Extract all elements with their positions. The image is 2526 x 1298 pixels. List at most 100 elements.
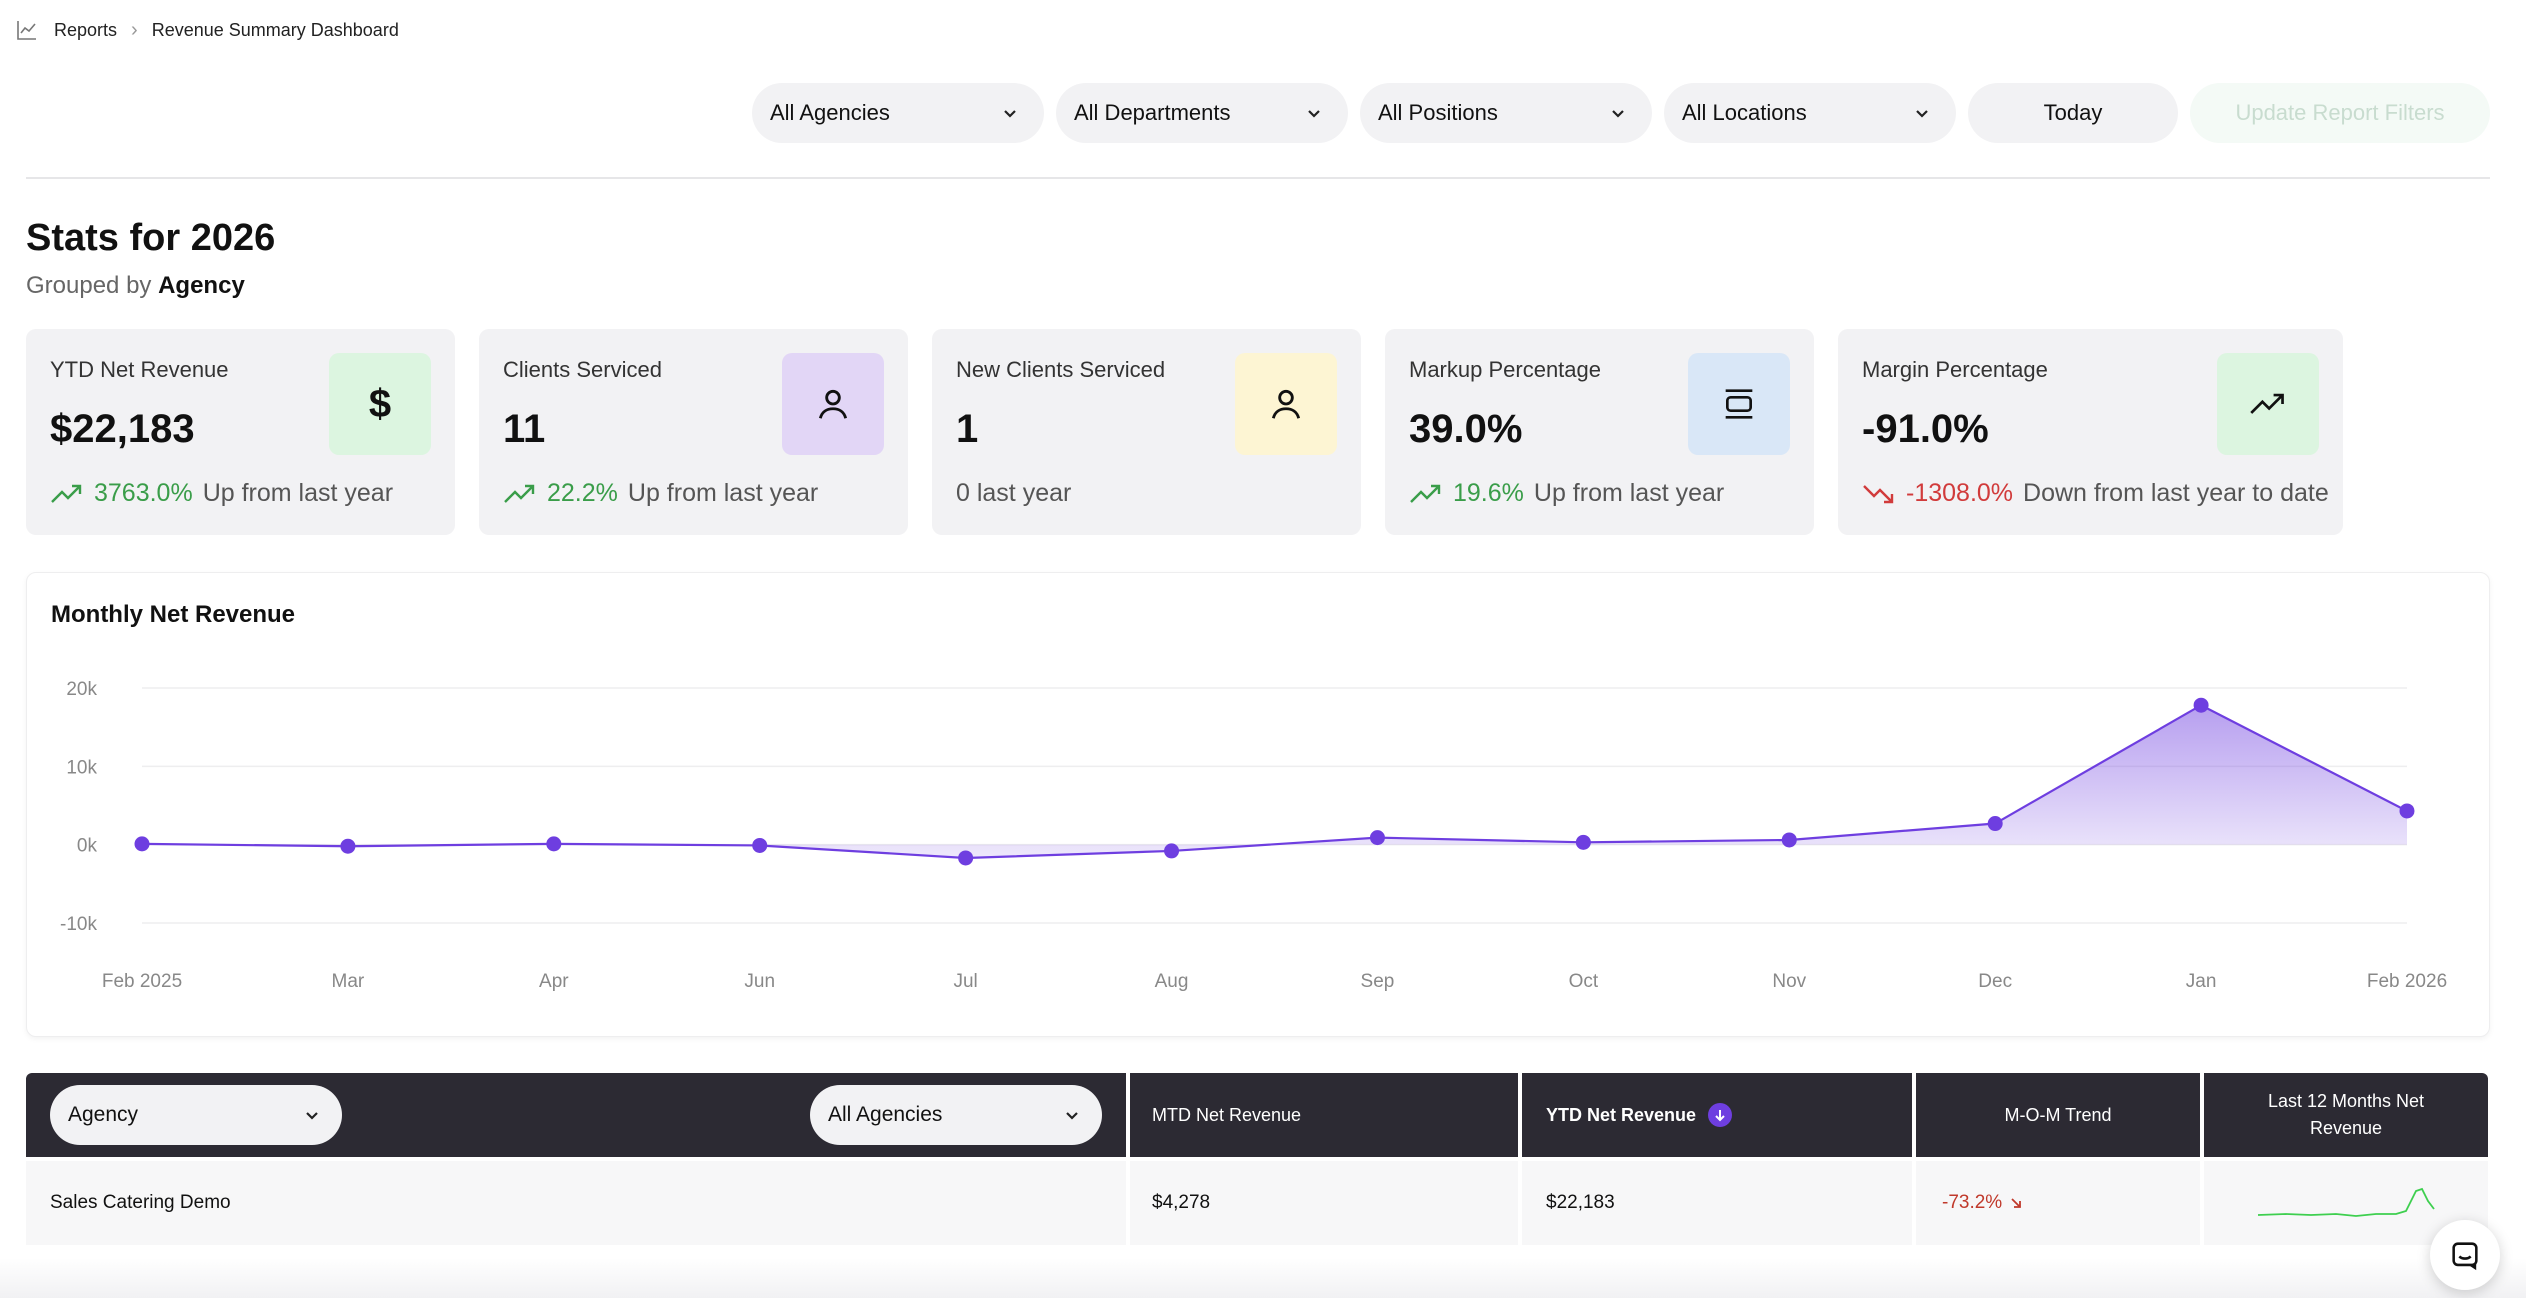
layers-icon: [1688, 353, 1790, 455]
stat-card-clients-serviced: Clients Serviced 11 22.2% Up from last y…: [479, 329, 908, 535]
x-tick-label: Jul: [953, 971, 977, 992]
page-title: Stats for 2026: [26, 217, 276, 259]
chart-title: Monthly Net Revenue: [51, 601, 296, 628]
group-by-select-value: Agency: [68, 1103, 139, 1126]
cell-agency-name: Sales Catering Demo: [26, 1161, 1126, 1245]
trend-up-icon: [504, 484, 535, 503]
dollar-icon: $: [329, 353, 431, 455]
departments-filter[interactable]: All Departments: [1056, 83, 1348, 143]
update-filters-button[interactable]: Update Report Filters: [2190, 83, 2490, 143]
chat-launcher-button[interactable]: [2430, 1220, 2500, 1290]
data-point[interactable]: [134, 836, 150, 852]
stat-label: New Clients Serviced: [956, 357, 1166, 382]
table-header-group: Agency All Agencies: [26, 1073, 1126, 1157]
trend-up-icon: [2217, 353, 2319, 455]
data-point[interactable]: [1575, 834, 1591, 850]
stat-label: Clients Serviced: [503, 357, 662, 382]
cell-mom: -73.2%: [1916, 1161, 2200, 1245]
stat-change: -1308.0%: [1906, 479, 2014, 507]
x-tick-label: Oct: [1569, 971, 1599, 992]
grouped-value: Agency: [158, 272, 245, 299]
trend-up-icon: [51, 484, 82, 503]
x-tick-label: Mar: [332, 971, 365, 992]
stat-footer: 3763.0% Up from last year: [50, 479, 393, 508]
stat-note: Up from last year: [202, 479, 394, 507]
stat-footer: 0 last year: [956, 479, 1071, 508]
stat-card-ytd-net-revenue: YTD Net Revenue $22,183 3763.0% Up from …: [26, 329, 455, 535]
data-point[interactable]: [546, 836, 562, 852]
stat-change: 22.2%: [547, 479, 618, 507]
data-point[interactable]: [1164, 843, 1180, 859]
data-point[interactable]: [1369, 830, 1385, 846]
sort-desc-icon[interactable]: [1708, 1103, 1733, 1127]
positions-filter[interactable]: All Positions: [1360, 83, 1652, 143]
stat-note: 0 last year: [956, 479, 1072, 507]
data-point[interactable]: [752, 837, 768, 853]
x-tick-label: Feb 2025: [102, 971, 182, 992]
breadcrumb: Reports › Revenue Summary Dashboard: [14, 14, 399, 46]
locations-filter-value: All Locations: [1682, 100, 1807, 125]
chevron-down-icon: [1612, 110, 1624, 118]
y-tick-label: 0k: [77, 836, 98, 857]
data-point[interactable]: [958, 850, 974, 866]
cell-mtd: $4,278: [1130, 1161, 1518, 1245]
trend-down-icon: [1863, 484, 1894, 503]
stat-value: $22,183: [50, 407, 195, 451]
stat-card-markup-percentage: Markup Percentage 39.0% 19.6% Up from la…: [1385, 329, 1814, 535]
stat-note: Down from last year to date: [2023, 479, 2329, 507]
arrow-down-right-icon: [2011, 1198, 2022, 1208]
positions-filter-value: All Positions: [1378, 100, 1498, 125]
column-last-12-months[interactable]: Last 12 Months Net Revenue: [2204, 1073, 2488, 1157]
agency-select[interactable]: All Agencies: [810, 1085, 1102, 1145]
x-tick-label: Feb 2026: [2367, 971, 2447, 992]
data-point[interactable]: [340, 838, 356, 854]
group-by-select[interactable]: Agency: [50, 1085, 342, 1145]
x-tick-label: Sep: [1361, 971, 1395, 992]
stat-label: Margin Percentage: [1862, 357, 2048, 382]
stat-change: 3763.0%: [94, 479, 193, 507]
trend-up-icon: [1410, 484, 1441, 503]
stat-footer: 22.2% Up from last year: [503, 479, 818, 508]
data-point[interactable]: [1781, 832, 1797, 848]
grouped-by: Grouped by Agency: [26, 272, 245, 300]
table-row[interactable]: Sales Catering Demo $4,278 $22,183 -73.2…: [26, 1161, 2488, 1245]
page-bottom-fade: [0, 1258, 2526, 1298]
x-tick-label: Jan: [2186, 971, 2217, 992]
column-mtd-net-revenue[interactable]: MTD Net Revenue: [1130, 1073, 1518, 1157]
chevron-down-icon: [1308, 110, 1320, 118]
stat-cards: YTD Net Revenue $22,183 3763.0% Up from …: [26, 329, 2343, 535]
chevron-down-icon: [1916, 110, 1928, 118]
cell-mom-value: -73.2%: [1942, 1192, 2003, 1213]
date-filter-button[interactable]: Today: [1968, 83, 2178, 143]
x-tick-label: Dec: [1978, 971, 2012, 992]
stat-footer: -1308.0% Down from last year to date: [1862, 479, 2329, 508]
x-tick-label: Aug: [1155, 971, 1189, 992]
column-ytd-net-revenue[interactable]: YTD Net Revenue: [1522, 1073, 1912, 1157]
stat-value: -91.0%: [1862, 407, 1989, 451]
chart-canvas: 20k 10k 0k -10k Feb 2025 Mar Apr Jun Jul Aug Sep Oc…: [60, 679, 2447, 992]
user-icon: [782, 353, 884, 455]
agencies-filter[interactable]: All Agencies: [752, 83, 1044, 143]
data-point[interactable]: [2399, 803, 2415, 819]
agencies-filter-value: All Agencies: [770, 100, 890, 125]
monthly-net-revenue-chart: Monthly Net Revenue 20k 10k 0k -10k Feb 2025…: [26, 572, 2490, 1037]
agency-select-value: All Agencies: [828, 1103, 943, 1126]
column-mom-trend[interactable]: M-O-M Trend: [1916, 1073, 2200, 1157]
stat-label: Markup Percentage: [1409, 357, 1601, 382]
y-tick-label: -10k: [60, 914, 97, 935]
y-tick-label: 10k: [66, 757, 97, 778]
stat-label: YTD Net Revenue: [50, 357, 229, 382]
chevron-right-icon: ›: [131, 18, 138, 41]
data-point[interactable]: [2193, 697, 2209, 713]
stat-note: Up from last year: [1533, 479, 1725, 507]
stat-card-margin-percentage: Margin Percentage -91.0% -1308.0% Down f…: [1838, 329, 2343, 535]
chart-line-icon: [14, 17, 40, 43]
breadcrumb-reports[interactable]: Reports: [54, 19, 118, 40]
stat-card-new-clients-serviced: New Clients Serviced 1 0 last year: [932, 329, 1361, 535]
chevron-down-icon: [306, 1112, 318, 1120]
stat-value: 11: [503, 407, 546, 451]
data-point[interactable]: [1987, 816, 2003, 832]
series-area: [142, 705, 2407, 858]
locations-filter[interactable]: All Locations: [1664, 83, 1956, 143]
departments-filter-value: All Departments: [1074, 100, 1231, 125]
